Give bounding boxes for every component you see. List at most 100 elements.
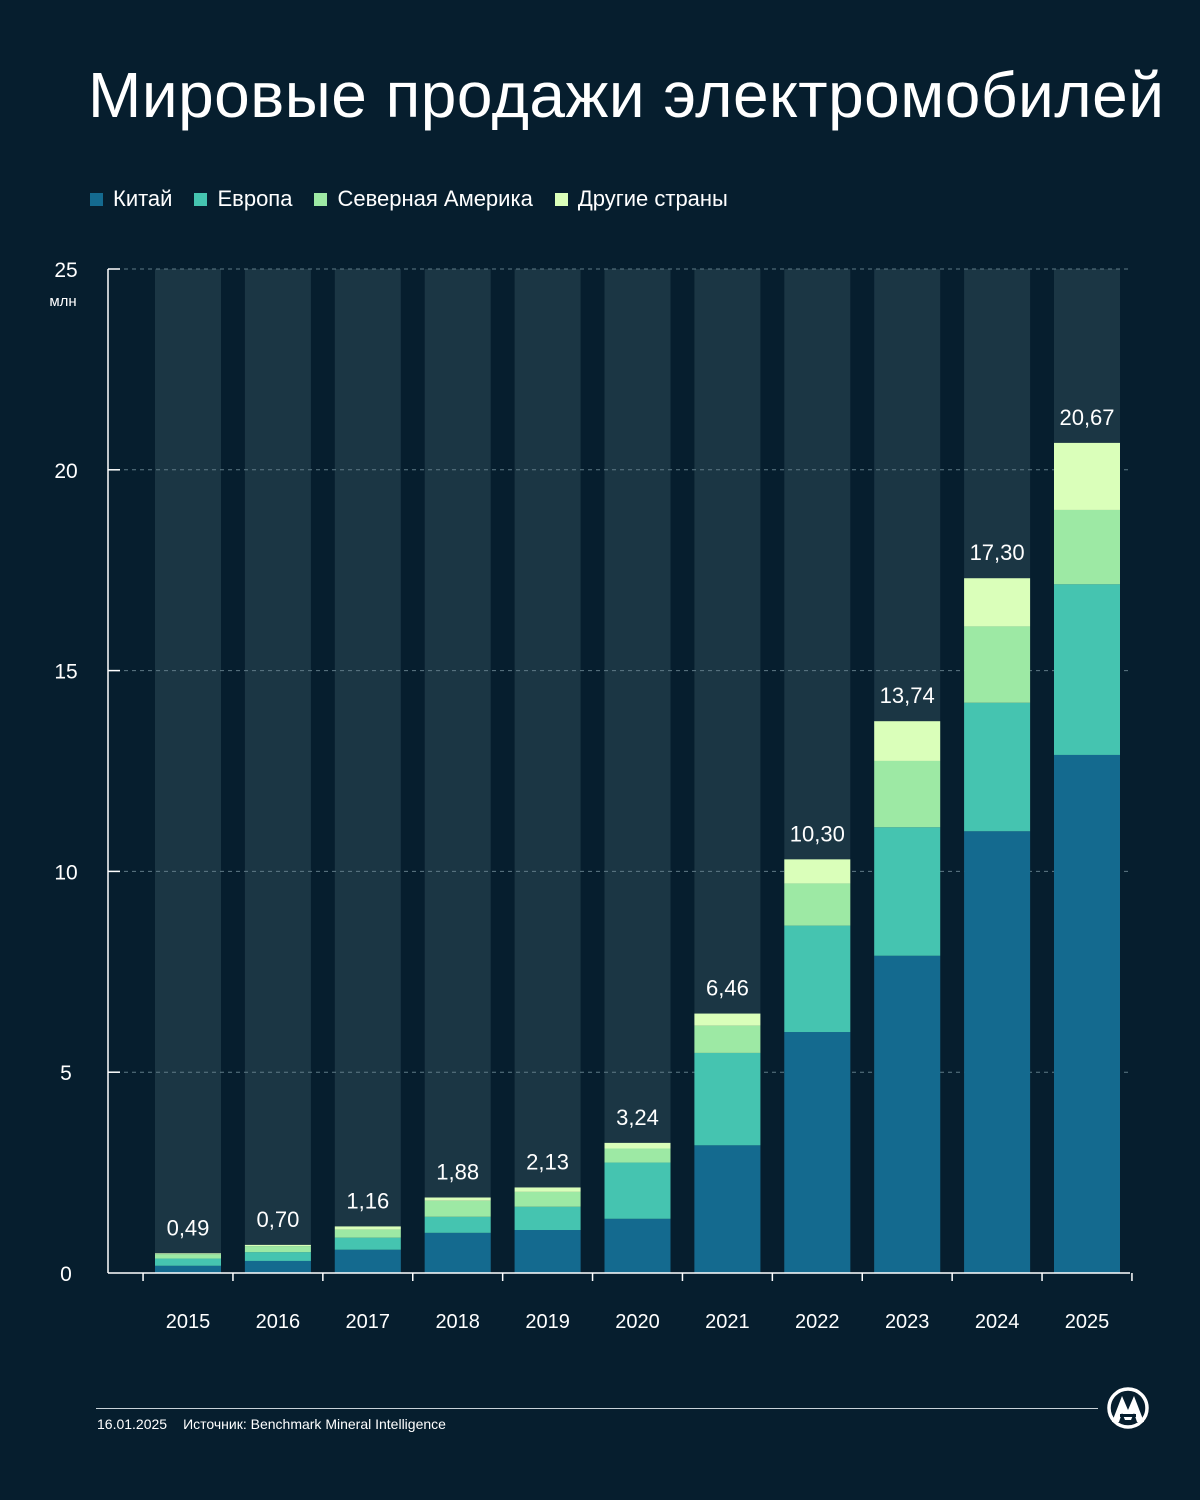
- x-tick-label-2018: 2018: [435, 1311, 480, 1333]
- bar-2021-series-3: [694, 1013, 761, 1026]
- y-tick-label-0: 0: [60, 1263, 72, 1286]
- y-tick-label-15: 15: [54, 661, 77, 684]
- legend-swatch-north-america: [314, 192, 328, 206]
- total-label-2021: 6,46: [706, 976, 749, 1001]
- bar-2018-series-1: [424, 1216, 491, 1233]
- bar-2024-series-1: [964, 702, 1031, 832]
- bar-2019-series-0: [514, 1230, 581, 1273]
- column-bg-2019: [514, 269, 581, 1273]
- bar-2021-series-1: [694, 1052, 761, 1146]
- x-tick-label-2023: 2023: [885, 1311, 930, 1333]
- bar-2025-series-1: [1054, 584, 1120, 755]
- bar-2017-series-1: [334, 1237, 401, 1250]
- x-tick-label-2021: 2021: [705, 1311, 750, 1333]
- bar-2023-series-2: [874, 760, 941, 828]
- bar-2023-series-0: [874, 955, 941, 1273]
- bar-2015-series-1: [155, 1258, 221, 1266]
- bar-2025-series-0: [1054, 754, 1120, 1273]
- bar-2017-series-2: [334, 1229, 401, 1238]
- bar-2020-series-3: [604, 1142, 671, 1149]
- bar-2020-series-1: [604, 1162, 671, 1219]
- total-label-2024: 17,30: [970, 540, 1025, 565]
- footer-divider: [96, 1408, 1098, 1409]
- x-axis: 2015 2016 2017 2018 2019 2020 2021 2022 2023 2024…: [108, 1272, 1133, 1333]
- bar-2023-series-1: [874, 827, 941, 956]
- y-tick-label-25: 25: [54, 259, 77, 282]
- y-tick-label-5: 5: [60, 1062, 72, 1085]
- total-label-2017: 1,16: [346, 1188, 389, 1213]
- x-tick-label-2019: 2019: [525, 1311, 570, 1333]
- bar-2016-series-2: [244, 1246, 311, 1253]
- bar-2015-series-2: [155, 1254, 221, 1259]
- bar-2018-series-2: [424, 1200, 491, 1217]
- bar-2018-series-0: [424, 1232, 491, 1273]
- legend-item-other: Другие страны: [554, 186, 728, 212]
- total-label-2018: 1,88: [436, 1159, 479, 1184]
- total-label-2020: 3,24: [616, 1105, 659, 1130]
- bar-2019-series-3: [514, 1187, 581, 1192]
- legend-swatch-other: [554, 192, 568, 206]
- y-tick-label-10: 10: [54, 861, 77, 884]
- bar-2017-series-0: [334, 1249, 401, 1273]
- legend-label-europe: Европа: [217, 186, 293, 211]
- bar-2016-series-3: [244, 1244, 311, 1247]
- bar-2019-series-2: [514, 1191, 581, 1207]
- x-tick-label-2017: 2017: [346, 1311, 391, 1333]
- page-title: Мировые продажи электромобилей: [88, 59, 1165, 131]
- total-label-2016: 0,70: [256, 1207, 299, 1232]
- bar-2022-series-3: [784, 859, 851, 884]
- bar-2024-series-2: [964, 626, 1031, 703]
- x-tick-label-2022: 2022: [795, 1311, 840, 1333]
- bar-2020-series-2: [604, 1148, 671, 1163]
- bar-2024-series-0: [964, 831, 1031, 1273]
- x-tick-label-2015: 2015: [166, 1311, 211, 1333]
- legend-label-north-america: Северная Америка: [337, 186, 533, 211]
- bar-2016-series-1: [244, 1252, 311, 1261]
- footer-date: 16.01.2025: [97, 1416, 168, 1432]
- column-bg-2016: [244, 269, 311, 1273]
- column-bg-2017: [334, 269, 401, 1273]
- total-label-2022: 10,30: [790, 821, 845, 846]
- column-bg-2020: [604, 269, 671, 1273]
- legend-item-north-america: Северная Америка: [314, 186, 533, 212]
- legend-label-china: Китай: [113, 186, 173, 211]
- x-tick-label-2016: 2016: [256, 1311, 301, 1333]
- legend-swatch-china: [90, 192, 103, 206]
- bar-2025-series-3: [1054, 442, 1120, 510]
- legend-item-china: Китай: [90, 186, 172, 212]
- x-tick-label-2020: 2020: [615, 1311, 660, 1333]
- bar-2022-series-2: [784, 883, 851, 926]
- stacked-bar-chart: 0 5 10 15 2025 млн 0,49 0,70 1,16 1,88 2,13 3,24 6…: [49, 259, 1133, 1333]
- y-axis-labels: 0 5 10 15 20 25: [54, 259, 77, 1286]
- total-label-2025: 20,67: [1059, 405, 1114, 430]
- bar-2015-series-0: [155, 1265, 221, 1273]
- bar-2017-series-3: [334, 1226, 401, 1230]
- bar-2023-series-3: [874, 721, 941, 761]
- bar-2021-series-2: [694, 1025, 761, 1053]
- total-labels: 0,49 0,70 1,16 1,88 2,13 3,24 6,46 10,30 13,74 17…: [167, 405, 1115, 1240]
- column-bg-2018: [424, 269, 491, 1273]
- bar-2015-series-3: [155, 1253, 221, 1255]
- bar-2022-series-0: [784, 1032, 851, 1273]
- chart-legend: Китай Европа Северная Америка Другие стр…: [90, 186, 728, 212]
- total-label-2015: 0,49: [167, 1215, 210, 1240]
- bar-2025-series-2: [1054, 509, 1120, 585]
- aa-agency-logo-icon: [1107, 1387, 1149, 1429]
- bars: [155, 442, 1120, 1273]
- total-label-2023: 13,74: [880, 683, 935, 708]
- column-bg-2015: [155, 269, 221, 1273]
- bar-2020-series-0: [604, 1218, 671, 1273]
- total-label-2019: 2,13: [526, 1149, 569, 1174]
- x-tick-label-2024: 2024: [975, 1311, 1020, 1333]
- bar-2021-series-0: [694, 1145, 761, 1273]
- bar-2016-series-0: [244, 1260, 311, 1273]
- y-axis-unit-label: млн: [49, 293, 76, 310]
- bar-2018-series-3: [424, 1197, 491, 1201]
- footer-source: Источник: Benchmark Mineral Intelligence: [183, 1416, 446, 1432]
- bar-2024-series-3: [964, 578, 1031, 627]
- footer: 16.01.2025 Источник: Benchmark Mineral I…: [97, 1416, 446, 1432]
- gridlines: [107, 268, 1130, 1273]
- x-tick-label-2025: 2025: [1065, 1311, 1110, 1333]
- legend-item-europe: Европа: [194, 186, 292, 212]
- legend-label-other: Другие страны: [577, 186, 728, 211]
